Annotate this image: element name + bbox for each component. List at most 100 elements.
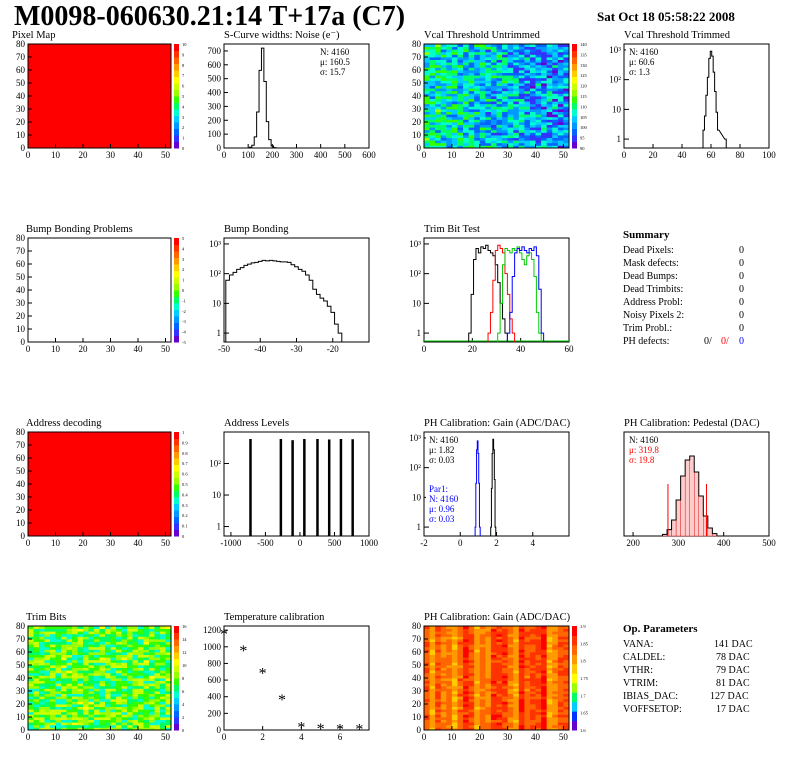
heatmap-cell — [94, 116, 100, 120]
heatmap-cell — [165, 98, 172, 102]
heatmap-cell — [28, 460, 34, 464]
heatmap-cell — [479, 129, 486, 133]
heatmap-cell — [121, 46, 128, 50]
heatmap-cell — [50, 62, 56, 66]
heatmap-cell — [143, 649, 150, 653]
heatmap-cell — [28, 476, 34, 480]
heatmap-cell — [55, 473, 62, 477]
heatmap-cell — [479, 137, 486, 141]
heatmap-cell — [50, 504, 56, 508]
heatmap-cell — [61, 665, 67, 668]
heatmap-cell — [457, 111, 464, 115]
heatmap-cell — [507, 54, 514, 58]
heatmap-cell — [479, 652, 486, 655]
heatmap-cell — [132, 533, 139, 537]
heatmap-cell — [457, 662, 464, 666]
heatmap-cell — [552, 90, 559, 94]
heatmap-cell — [88, 447, 95, 451]
heatmap-cell — [110, 685, 117, 689]
heatmap-cell — [440, 654, 447, 658]
heatmap-cell — [479, 88, 486, 92]
heatmap-cell — [61, 90, 67, 94]
heatmap-cell — [110, 437, 117, 441]
heatmap-cell — [518, 127, 525, 131]
heatmap-cell — [83, 471, 89, 474]
heatmap-cell — [160, 523, 166, 526]
heatmap-cell — [165, 96, 172, 99]
heatmap-cell — [77, 452, 84, 456]
heatmap-cell — [132, 468, 139, 472]
heatmap-cell — [28, 727, 34, 731]
heatmap-cell — [66, 142, 73, 146]
heatmap-cell — [127, 109, 133, 112]
heatmap-cell — [121, 468, 128, 472]
heatmap-cell — [485, 46, 492, 50]
heatmap-cell — [39, 46, 45, 50]
heatmap-cell — [88, 473, 95, 477]
heatmap-cell — [143, 652, 150, 655]
heatmap-cell — [160, 450, 166, 454]
heatmap-cell — [143, 437, 150, 441]
heatmap-cell — [77, 706, 84, 710]
heatmap-cell — [105, 641, 111, 645]
heatmap-cell — [451, 57, 458, 60]
heatmap-cell — [429, 90, 436, 94]
heatmap-cell — [529, 51, 536, 55]
heatmap-cell — [61, 659, 67, 663]
heatmap-cell — [143, 662, 150, 666]
heatmap-cell — [105, 515, 111, 519]
heatmap-cell — [50, 140, 56, 144]
heatmap-cell — [99, 70, 106, 73]
heatmap-cell — [451, 109, 458, 112]
heatmap-cells — [424, 626, 570, 731]
heatmap-cell — [127, 70, 133, 73]
palette-label: 1 — [182, 430, 184, 435]
heatmap-cell — [28, 628, 34, 632]
heatmap-cell — [121, 525, 128, 529]
heatmap-cell — [496, 127, 503, 131]
heatmap-cell — [110, 458, 117, 461]
heatmap-cell — [424, 685, 430, 689]
heatmap-cell — [457, 652, 464, 655]
heatmap-cell — [496, 122, 503, 125]
heatmap-cell — [83, 530, 89, 534]
palette-cell — [572, 102, 577, 110]
heatmap-cell — [502, 70, 509, 73]
heatmap-cell — [28, 114, 34, 118]
heatmap-cell — [513, 101, 520, 105]
heatmap-cell — [99, 654, 106, 658]
heatmap-cell — [44, 530, 51, 534]
heatmap-cell — [546, 111, 553, 115]
heatmap-cell — [66, 691, 73, 694]
heatmap-cell — [39, 478, 45, 482]
heatmap-cell — [50, 680, 56, 684]
heatmap-cell — [83, 142, 89, 146]
heatmap-cell — [424, 75, 430, 79]
heatmap-cell — [55, 67, 62, 71]
heatmap-cell — [138, 447, 144, 451]
heatmap-cell — [44, 691, 51, 694]
heatmap-cell — [132, 515, 139, 519]
heatmap-cell — [116, 135, 122, 138]
palette-cell — [174, 96, 179, 103]
heatmap-cell — [490, 704, 497, 707]
heatmap-cell — [127, 491, 133, 495]
heatmap-cell — [149, 111, 155, 115]
heatmap-cell — [33, 54, 40, 58]
heatmap-cell — [507, 59, 514, 63]
heatmap-cell — [83, 51, 89, 55]
heatmap-cell — [535, 44, 542, 47]
heatmap-cell — [440, 628, 447, 632]
heatmap-cell — [160, 691, 166, 694]
heatmap-cell — [66, 662, 73, 666]
heatmap-cell — [463, 129, 470, 133]
heatmap-cell — [552, 135, 559, 138]
x-tick-label: 40 — [531, 150, 541, 160]
heatmap-cell — [77, 678, 84, 681]
heatmap-cell — [77, 59, 84, 63]
heatmap-cell — [33, 445, 40, 448]
heatmap-cell — [39, 641, 45, 645]
heatmap-cell — [105, 709, 111, 713]
heatmap-cell — [66, 499, 73, 503]
heatmap-cell — [546, 57, 553, 60]
